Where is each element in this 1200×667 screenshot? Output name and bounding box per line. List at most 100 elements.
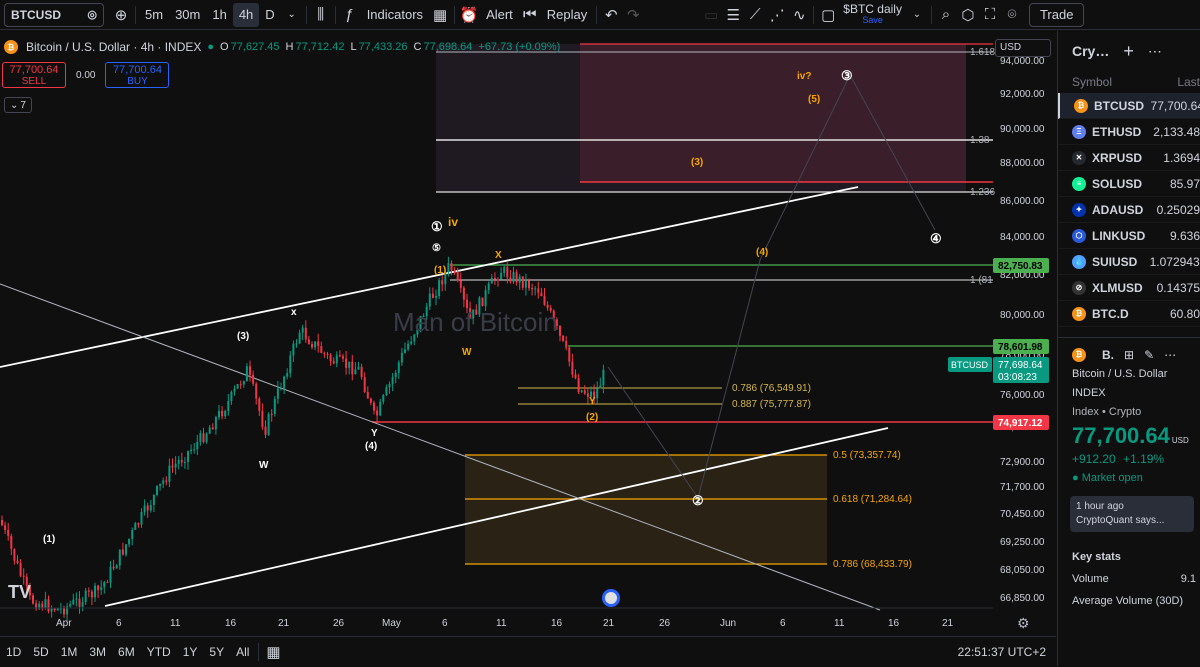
price-scale[interactable] [993, 31, 1056, 636]
y-tick-label: 90,000.00 [1000, 124, 1045, 135]
x-tick-label: May [382, 618, 401, 629]
ohlc-l: 77,433.26 [358, 41, 408, 53]
coin-icon: ✦ [1072, 202, 1086, 217]
interval-4h[interactable]: 4h [232, 2, 260, 27]
layout-icon[interactable]: ▢ [821, 6, 836, 24]
candle-body [419, 315, 422, 329]
candle-body [214, 417, 217, 430]
trade-button[interactable]: Trade [1028, 2, 1085, 27]
range-1y[interactable]: 1Y [182, 644, 198, 659]
abc-tool-icon[interactable]: ∿ [792, 6, 806, 24]
watchlist-title[interactable]: Cry… [1072, 43, 1110, 59]
wave-label-orange: iv? [797, 71, 811, 82]
lines-tool-icon[interactable]: ☰ [726, 6, 740, 24]
camera-icon[interactable]: ⌾ [1007, 6, 1017, 23]
col-last[interactable]: Last [1177, 75, 1200, 89]
more-icon[interactable]: ⋯ [1164, 347, 1177, 362]
interval-30m[interactable]: 30m [175, 7, 201, 22]
pattern-tool-icon[interactable]: ⋰ [769, 6, 785, 24]
watchlist-row[interactable]: ₿ BTCUSD 77,700.64 [1058, 93, 1200, 119]
layout-name[interactable]: $BTC daily Save [839, 3, 906, 26]
indicators-icon[interactable]: ƒ [345, 6, 354, 23]
chevron-down-icon: ⌄ [10, 99, 19, 111]
fullscreen-small-icon[interactable]: ▭ [704, 6, 719, 24]
replay-icon[interactable]: ⏮ [523, 6, 537, 23]
chart-area[interactable]: Man of Bitcoin 1.618 1.38 1.236 1 (81 0.… [0, 31, 1056, 636]
y-tick-label: 70,450.00 [1000, 509, 1045, 520]
col-symbol[interactable]: Symbol [1072, 75, 1113, 89]
tradingview-logo: TV [8, 582, 31, 602]
watchlist-row[interactable]: Ξ ETHUSD 2,133.48 [1058, 119, 1200, 145]
sell-button[interactable]: 77,700.64 SELL [2, 62, 66, 88]
currency-selector[interactable]: USD [995, 39, 1051, 57]
edit-icon[interactable]: ✎ [1144, 347, 1155, 362]
chart-canvas[interactable]: Man of Bitcoin 1.618 1.38 1.236 1 (81 0.… [0, 31, 1056, 636]
candle-body [4, 525, 7, 531]
candle-body [342, 356, 344, 359]
range-ytd[interactable]: YTD [146, 644, 171, 659]
search-icon[interactable]: ⌕ [941, 6, 951, 23]
range-5y[interactable]: 5Y [209, 644, 225, 659]
fullscreen-icon[interactable]: ⛶ [984, 6, 996, 23]
redo-icon[interactable]: ↷ [626, 6, 640, 24]
settings-icon[interactable]: ⬡ [961, 6, 975, 24]
range-all[interactable]: All [236, 644, 250, 659]
candle-body [481, 297, 484, 307]
add-symbol-icon[interactable]: ⊕ [114, 6, 128, 24]
watchlist-row[interactable]: ⬡ LINKUSD 9.636 [1058, 223, 1200, 249]
candle-body [41, 603, 44, 608]
right-panel: Cry… + ⋯ Symbol Last ₿ BTCUSD 77,700.64 Ξ ET… [1057, 31, 1200, 666]
interval-5m[interactable]: 5m [145, 7, 164, 22]
wave-label-orange: iv [448, 215, 458, 229]
candle-body [273, 398, 276, 414]
candle-body [400, 352, 403, 363]
chevron-down-icon[interactable]: ⌄ [287, 9, 296, 20]
buy-button[interactable]: 77,700.64 BUY [105, 62, 170, 88]
watchlist-row[interactable]: ⊘ XLMUSD 0.14375 [1058, 275, 1200, 301]
chevron-down-icon[interactable]: ⌄ [912, 9, 922, 20]
alert-button[interactable]: Alert [486, 7, 513, 22]
candles-icon[interactable]: ⫼ [317, 6, 325, 23]
clock-time[interactable]: 22:51:37 UTC+2 [957, 644, 1046, 659]
candle-body [453, 270, 456, 272]
axis-settings-icon[interactable]: ⚙ [1017, 615, 1030, 631]
x-axis[interactable]: Apr 6 11 16 21 26 May 6 11 16 21 26 Jun 6 11 16 21 [56, 618, 954, 629]
symbol-tag [948, 357, 992, 372]
symbol-search[interactable]: BTCUSD ◎ [4, 2, 104, 27]
candle-body [90, 591, 93, 598]
interval-d[interactable]: D [265, 7, 275, 22]
watchlist-row[interactable]: ₿ BTC.D 60.80 [1058, 301, 1200, 327]
more-icon[interactable]: ⋯ [1147, 42, 1162, 59]
legend-title[interactable]: Bitcoin / U.S. Dollar · 4h · INDEX [26, 40, 202, 54]
interval-1h[interactable]: 1h [212, 7, 227, 22]
undo-icon[interactable]: ↶ [604, 6, 618, 24]
watchlist-row[interactable]: ✕ XRPUSD 1.3694 [1058, 145, 1200, 171]
indicators-button[interactable]: Indicators [366, 7, 424, 22]
range-3m[interactable]: 3M [89, 644, 107, 659]
range-1m[interactable]: 1M [60, 644, 78, 659]
templates-icon[interactable]: ▦ [432, 6, 448, 24]
range-6m[interactable]: 6M [118, 644, 135, 659]
watchlist-row[interactable]: ≡ SOLUSD 85.97 [1058, 171, 1200, 197]
watchlist-row[interactable]: ✦ ADAUSD 0.25029 [1058, 197, 1200, 223]
alert-icon[interactable]: ⏰ [459, 6, 479, 24]
compare-icon[interactable]: ◎ [87, 9, 97, 21]
watchlist-last: 1.0729436 [1149, 254, 1200, 269]
grid-icon[interactable]: ⊞ [1124, 347, 1135, 362]
candle-body [183, 461, 186, 463]
calendar-icon[interactable]: ▦ [266, 643, 281, 661]
range-5d[interactable]: 5D [33, 644, 49, 659]
watchlist-row[interactable]: 💧 SUIUSD 1.0729436 [1058, 249, 1200, 275]
candle-body [106, 582, 109, 584]
trend-tool-icon[interactable]: ⟋ [750, 6, 761, 23]
replay-button[interactable]: Replay [546, 7, 588, 22]
candle-body [543, 295, 546, 305]
add-icon[interactable]: + [1123, 40, 1134, 61]
candle-body [72, 599, 75, 605]
range-1d[interactable]: 1D [6, 644, 22, 659]
candle-body [47, 599, 50, 612]
news-card[interactable]: 1 hour ago CryptoQuant says... [1070, 496, 1194, 532]
price-tag-red [993, 415, 1049, 430]
indicators-toggle[interactable]: ⌄ 7 [4, 97, 32, 113]
details-name[interactable]: Bitcoin / U.S. Dollar [1072, 368, 1168, 380]
